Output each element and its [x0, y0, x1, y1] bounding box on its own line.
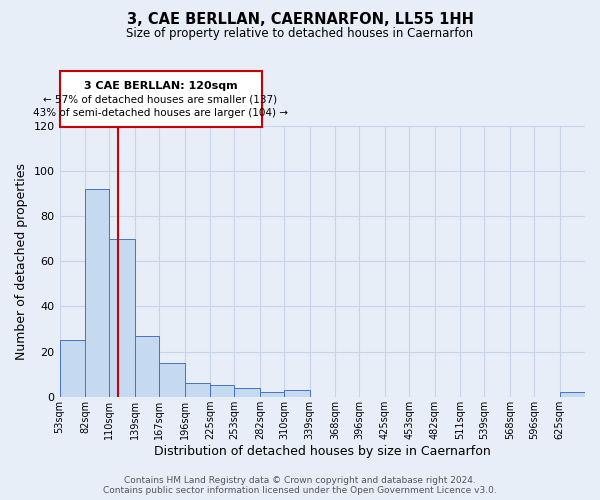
FancyBboxPatch shape	[59, 71, 262, 127]
Text: Contains public sector information licensed under the Open Government Licence v3: Contains public sector information licen…	[103, 486, 497, 495]
Bar	[135, 336, 159, 396]
Text: Contains HM Land Registry data © Crown copyright and database right 2024.: Contains HM Land Registry data © Crown c…	[124, 476, 476, 485]
Y-axis label: Number of detached properties: Number of detached properties	[15, 163, 28, 360]
Text: 3 CAE BERLLAN: 120sqm: 3 CAE BERLLAN: 120sqm	[84, 81, 238, 91]
Text: 3, CAE BERLLAN, CAERNARFON, LL55 1HH: 3, CAE BERLLAN, CAERNARFON, LL55 1HH	[127, 12, 473, 28]
Bar	[284, 390, 310, 396]
Bar	[59, 340, 85, 396]
Bar	[109, 239, 135, 396]
Bar	[260, 392, 284, 396]
Bar	[235, 388, 260, 396]
Text: 43% of semi-detached houses are larger (104) →: 43% of semi-detached houses are larger (…	[33, 108, 288, 118]
Text: Size of property relative to detached houses in Caernarfon: Size of property relative to detached ho…	[127, 28, 473, 40]
Bar	[159, 363, 185, 396]
Bar	[560, 392, 585, 396]
Bar	[210, 386, 235, 396]
Bar	[185, 383, 210, 396]
Text: ← 57% of detached houses are smaller (137): ← 57% of detached houses are smaller (13…	[43, 94, 278, 104]
Bar	[85, 189, 109, 396]
X-axis label: Distribution of detached houses by size in Caernarfon: Distribution of detached houses by size …	[154, 444, 491, 458]
